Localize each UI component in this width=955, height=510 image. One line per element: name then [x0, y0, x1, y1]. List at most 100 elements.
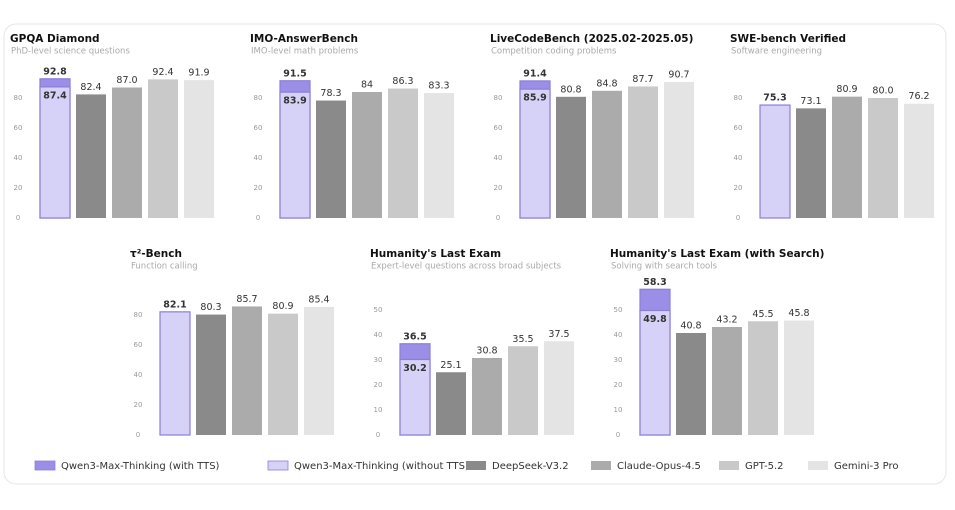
value-label: 87.4: [43, 90, 67, 101]
y-tick-label: 20: [134, 401, 143, 409]
y-tick-label: 0: [616, 431, 620, 439]
value-label: 80.8: [560, 84, 581, 95]
y-tick-label: 40: [254, 154, 263, 162]
legend-swatch: [808, 461, 828, 470]
y-tick-label: 40: [494, 154, 503, 162]
bar: [748, 321, 778, 435]
bar: [424, 93, 454, 218]
bar: [352, 92, 382, 218]
bar: [628, 86, 658, 218]
y-tick-label: 80: [734, 94, 743, 102]
y-tick-label: 50: [614, 306, 623, 314]
y-tick-label: 80: [14, 94, 23, 102]
value-label: 36.5: [403, 331, 426, 342]
value-label: 87.7: [632, 74, 653, 85]
bar: [832, 96, 862, 218]
bar: [759, 104, 791, 219]
y-tick-label: 0: [256, 214, 260, 222]
bar: [159, 311, 191, 436]
y-tick-label: 20: [374, 381, 383, 389]
legend-label: DeepSeek-V3.2: [492, 461, 569, 472]
chart-title: Humanity's Last Exam: [370, 248, 501, 260]
bar: [76, 94, 106, 218]
y-tick-label: 40: [134, 371, 143, 379]
value-label: 84.8: [596, 78, 617, 89]
chart-title: GPQA Diamond: [10, 33, 100, 45]
bar: [232, 306, 262, 435]
y-tick-label: 20: [14, 184, 23, 192]
value-label: 25.1: [440, 360, 461, 371]
bar: [796, 108, 826, 218]
chart-title: IMO-AnswerBench: [250, 33, 358, 45]
bar: [196, 314, 226, 435]
bar: [868, 98, 898, 218]
value-label: 80.3: [200, 302, 221, 313]
y-tick-label: 60: [254, 124, 263, 132]
value-label: 82.4: [80, 82, 101, 93]
y-tick-label: 30: [374, 356, 383, 364]
y-tick-label: 20: [614, 381, 623, 389]
y-tick-label: 0: [736, 214, 740, 222]
value-label: 91.4: [523, 68, 547, 79]
legend-swatch: [267, 460, 289, 471]
y-tick-label: 80: [134, 311, 143, 319]
bar: [784, 320, 814, 435]
value-label: 45.5: [752, 309, 773, 320]
value-label: 92.4: [152, 67, 173, 78]
y-tick-label: 10: [374, 406, 383, 414]
y-tick-label: 0: [376, 431, 380, 439]
chart-subtitle: PhD-level science questions: [11, 47, 130, 57]
y-tick-label: 40: [14, 154, 23, 162]
value-label: 45.8: [788, 308, 809, 319]
value-label: 80.0: [872, 86, 893, 97]
bar: [712, 327, 742, 435]
y-tick-label: 0: [136, 431, 140, 439]
value-label: 80.9: [272, 301, 293, 312]
value-label: 84: [361, 80, 373, 91]
y-tick-label: 60: [494, 124, 503, 132]
bar: [112, 87, 142, 218]
value-label: 91.9: [188, 68, 209, 79]
legend-label: Gemini-3 Pro: [834, 461, 899, 472]
chart-subtitle: Competition coding problems: [491, 47, 617, 57]
bar: [39, 86, 71, 219]
value-label: 85.7: [236, 294, 257, 305]
bar: [304, 306, 334, 435]
bar: [148, 79, 178, 219]
value-label: 83.9: [283, 96, 306, 107]
bar: [544, 341, 574, 435]
chart-title: LiveCodeBench (2025.02-2025.05): [490, 33, 693, 45]
bar: [279, 91, 311, 219]
legend-swatch: [591, 461, 611, 470]
bar: [184, 80, 214, 219]
bar: [436, 372, 466, 435]
legend-swatch: [719, 461, 739, 470]
y-tick-label: 40: [374, 331, 383, 339]
value-label: 40.8: [680, 321, 701, 332]
y-tick-label: 40: [614, 331, 623, 339]
y-tick-label: 50: [374, 306, 383, 314]
legend-swatch: [466, 461, 486, 470]
value-label: 86.3: [392, 76, 413, 87]
chart-subtitle: IMO-level math problems: [251, 47, 359, 57]
value-label: 43.2: [716, 315, 737, 326]
value-label: 35.5: [512, 334, 533, 345]
bar: [316, 100, 346, 218]
chart-subtitle: Function calling: [131, 262, 198, 272]
value-label: 92.8: [43, 66, 67, 77]
bar: [592, 90, 622, 218]
y-tick-label: 0: [496, 214, 500, 222]
value-label: 85.9: [523, 93, 546, 104]
bar: [508, 346, 538, 435]
y-tick-label: 60: [134, 341, 143, 349]
value-label: 90.7: [668, 69, 689, 80]
legend-label: GPT-5.2: [745, 461, 783, 472]
bar: [268, 313, 298, 435]
y-tick-label: 80: [254, 94, 263, 102]
chart-subtitle: Solving with search tools: [611, 262, 718, 272]
legend-label: Qwen3-Max-Thinking (with TTS): [61, 461, 220, 472]
y-tick-label: 0: [16, 214, 20, 222]
value-label: 73.1: [800, 96, 821, 107]
value-label: 80.9: [836, 84, 857, 95]
